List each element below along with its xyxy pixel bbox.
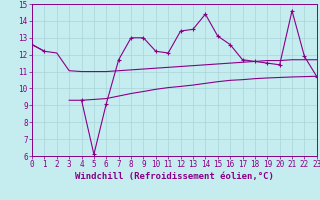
X-axis label: Windchill (Refroidissement éolien,°C): Windchill (Refroidissement éolien,°C) bbox=[75, 172, 274, 181]
